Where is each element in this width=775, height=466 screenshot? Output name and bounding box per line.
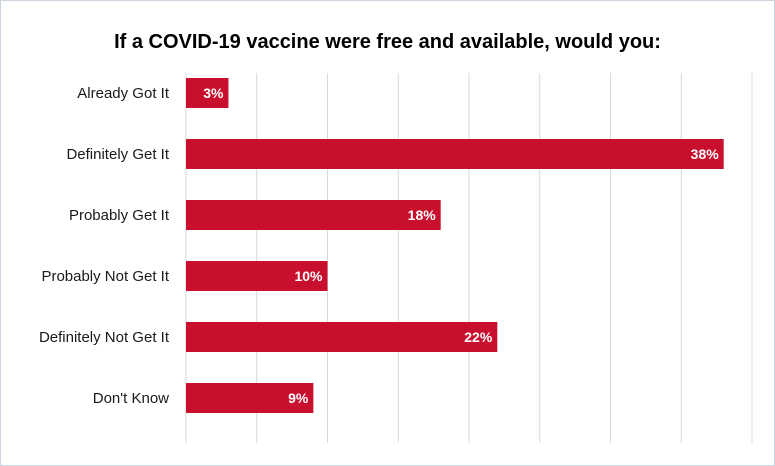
category-label: Probably Get It bbox=[69, 207, 170, 224]
value-label: 9% bbox=[288, 390, 309, 406]
value-label: 18% bbox=[408, 207, 437, 223]
value-label: 3% bbox=[203, 85, 224, 101]
bar bbox=[186, 78, 229, 108]
bar bbox=[186, 200, 441, 230]
category-label: Probably Not Get It bbox=[41, 268, 169, 285]
category-label: Already Got It bbox=[77, 85, 170, 102]
chart-title: If a COVID-19 vaccine were free and avai… bbox=[114, 31, 661, 53]
category-label: Don't Know bbox=[93, 390, 169, 407]
category-label: Definitely Get It bbox=[66, 146, 169, 163]
value-label: 22% bbox=[464, 329, 493, 345]
bar bbox=[186, 322, 498, 352]
value-label: 38% bbox=[691, 146, 720, 162]
value-label: 10% bbox=[294, 268, 323, 284]
bar bbox=[186, 383, 314, 413]
bar bbox=[186, 139, 724, 169]
category-label: Definitely Not Get It bbox=[39, 329, 170, 346]
bar bbox=[186, 261, 328, 291]
